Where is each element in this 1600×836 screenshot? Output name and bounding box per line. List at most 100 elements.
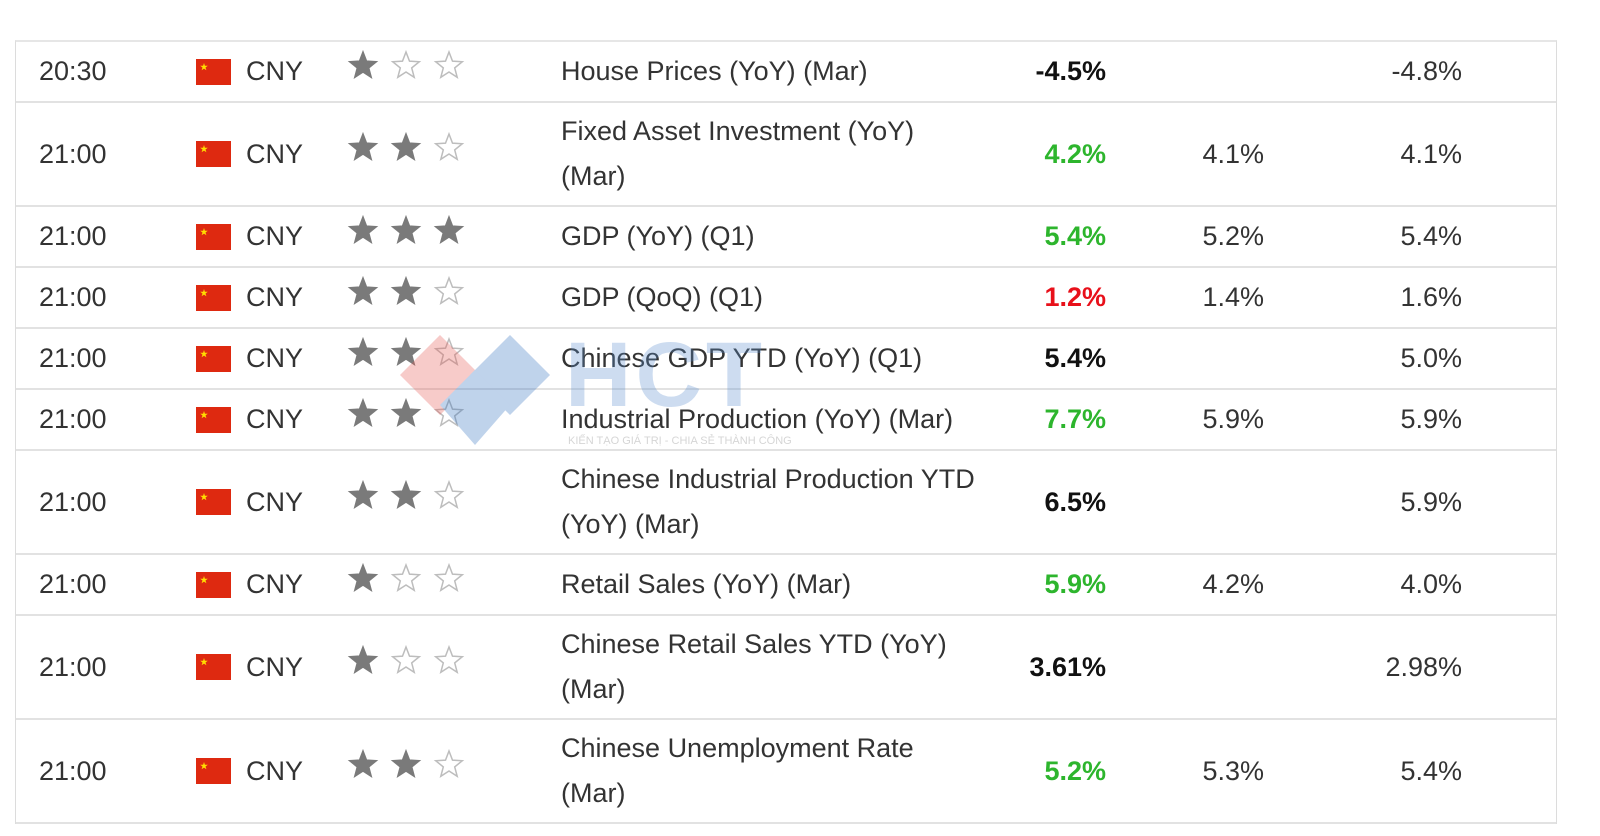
flag-cell [196,284,246,311]
star-filled [390,131,422,161]
star-filled [390,397,422,427]
flag-star [200,62,208,70]
actual: 6.5% [1044,486,1106,517]
importance-stars [347,49,465,79]
event-row: 21:00 CNY Chinese Industrial Production YT… [16,451,1556,555]
actual: 1.2% [1044,282,1106,312]
forecast: 1.4% [1202,282,1264,312]
star-empty [433,748,465,778]
time: 21:00 [39,651,107,682]
stars-cell [346,214,561,260]
actual: 7.7% [1044,404,1106,434]
flag-cell [196,654,246,680]
star-filled [347,397,379,427]
flag [196,141,231,167]
flag-star [200,575,208,583]
event-row: 21:00 CNY Chinese GDP YTD (YoY) (Q1) 5.4% 5.… [16,329,1556,390]
time: 20:30 [39,56,107,86]
flag-field [196,406,231,433]
event-row: 21:00 CNY Chinese Unemployment Rate (Mar) 5… [16,720,1556,824]
event-row: 21:00 CNY GDP (QoQ) (Q1) 1.2% 1.4% 1.6% [16,268,1556,329]
flag-field [196,345,231,372]
previous: 4.1% [1400,138,1462,169]
event-name: Retail Sales (YoY) (Mar) [561,569,852,599]
stars-cell [346,748,561,794]
star-filled [390,214,422,244]
star-empty [390,644,422,674]
flag-cell [196,571,246,598]
importance-stars [347,644,465,674]
flag-field [196,489,231,515]
star-filled [390,275,422,305]
stars-cell [346,336,561,382]
forecast: 4.2% [1202,569,1264,599]
event-name: Chinese Retail Sales YTD (YoY) (Mar) [561,629,947,704]
time: 21:00 [39,404,107,434]
stars-cell [346,644,561,690]
event-name: House Prices (YoY) (Mar) [561,56,868,86]
time: 21:00 [39,282,107,312]
actual: 5.9% [1044,569,1106,599]
stars-cell [346,562,561,608]
event-row: 21:00 CNY Retail Sales (YoY) (Mar) 5.9% 4.2%… [16,555,1556,616]
star-filled [390,336,422,366]
flag-field [196,58,231,85]
star-empty [390,49,422,79]
flag-field [196,571,231,598]
stars-cell [346,479,561,525]
previous: 5.9% [1400,404,1462,434]
event-row: 21:00 CNY Fixed Asset Investment (YoY) (Ma… [16,103,1556,207]
stars-cell [346,275,561,321]
previous: 5.0% [1400,343,1462,373]
star-empty [433,397,465,427]
event-name: GDP (YoY) (Q1) [561,221,755,251]
star-filled [347,748,379,778]
flag [196,654,231,680]
importance-stars [347,562,465,592]
actual: 3.61% [1029,651,1106,682]
flag-star [200,493,208,501]
flag-cell [196,758,246,784]
flag-field [196,141,231,167]
importance-stars [347,275,465,305]
flag-star [200,410,208,418]
stars-cell [346,49,561,95]
currency: CNY [246,343,304,373]
currency: CNY [246,755,304,786]
previous: 1.6% [1400,282,1462,312]
time: 21:00 [39,755,107,786]
star-empty [433,479,465,509]
flag [196,345,231,372]
flag-star [200,658,208,666]
flag-cell [196,223,246,250]
flag [196,284,231,311]
previous: 5.9% [1400,486,1462,517]
currency: CNY [246,486,304,517]
flag [196,406,231,433]
star-filled [347,336,379,366]
time: 21:00 [39,486,107,517]
star-filled [347,275,379,305]
previous: 5.4% [1400,221,1462,251]
currency: CNY [246,651,304,682]
importance-stars [347,748,465,778]
importance-stars [347,397,465,427]
forecast: 5.3% [1202,755,1264,786]
event-row: 21:00 CNY Chinese Retail Sales YTD (YoY) (… [16,616,1556,720]
forecast: 5.2% [1202,221,1264,251]
forecast: 4.1% [1202,138,1264,169]
star-empty [390,562,422,592]
flag-cell [196,58,246,85]
flag [196,758,231,784]
previous: -4.8% [1391,56,1462,86]
event-name: Fixed Asset Investment (YoY) (Mar) [561,116,915,191]
flag-field [196,223,231,250]
forecast: 5.9% [1202,404,1264,434]
star-filled [347,214,379,244]
importance-stars [347,336,465,366]
flag [196,223,231,250]
star-filled [347,49,379,79]
star-empty [433,562,465,592]
currency: CNY [246,221,304,251]
